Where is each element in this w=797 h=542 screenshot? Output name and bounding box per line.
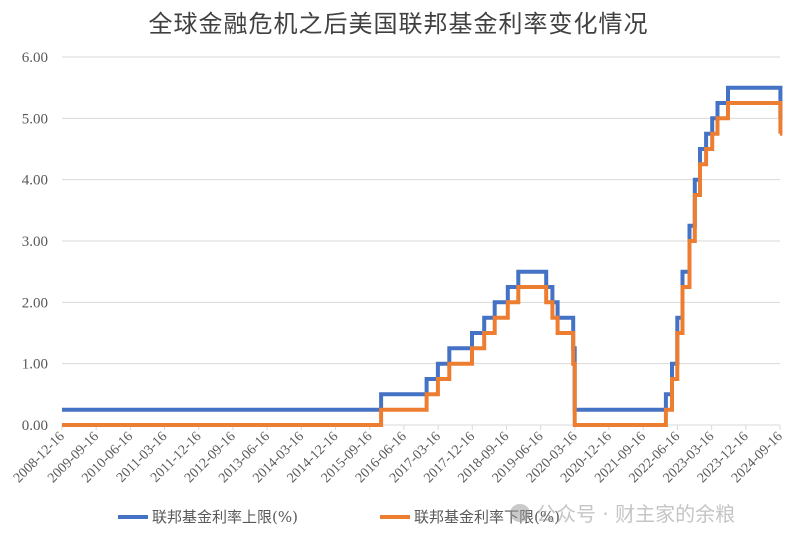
series-lower-line (62, 101, 783, 427)
series-lines (62, 85, 783, 427)
legend-item-upper: 联邦基金利率上限(%) (118, 506, 298, 527)
gridlines (62, 56, 780, 365)
y-tick-label: 2.00 (22, 295, 48, 311)
watermark: 公众号 · 财主家的余粮 (510, 498, 735, 527)
x-axis: 2008-12-162009-09-162010-06-162011-03-16… (11, 424, 786, 486)
legend-label-upper: 联邦基金利率上限(%) (152, 508, 298, 526)
y-tick-label: 6.00 (22, 50, 48, 66)
y-tick-label: 3.00 (22, 234, 48, 250)
y-tick-label: 1.00 (22, 357, 48, 373)
y-tick-label: 0.00 (22, 418, 48, 434)
wechat-icon (510, 503, 530, 522)
y-axis-ticks: 0.00 1.00 2.00 3.00 4.00 5.00 6.00 (22, 50, 48, 434)
series-upper-line (62, 85, 783, 412)
y-tick-label: 5.00 (22, 111, 48, 127)
legend-swatch-upper (118, 514, 148, 519)
legend-swatch-lower (380, 514, 410, 519)
chart-title: 全球金融危机之后美国联邦基金利率变化情况 (148, 10, 649, 38)
y-tick-label: 4.00 (22, 173, 48, 189)
watermark-text: 公众号 · 财主家的余粮 (536, 502, 736, 526)
